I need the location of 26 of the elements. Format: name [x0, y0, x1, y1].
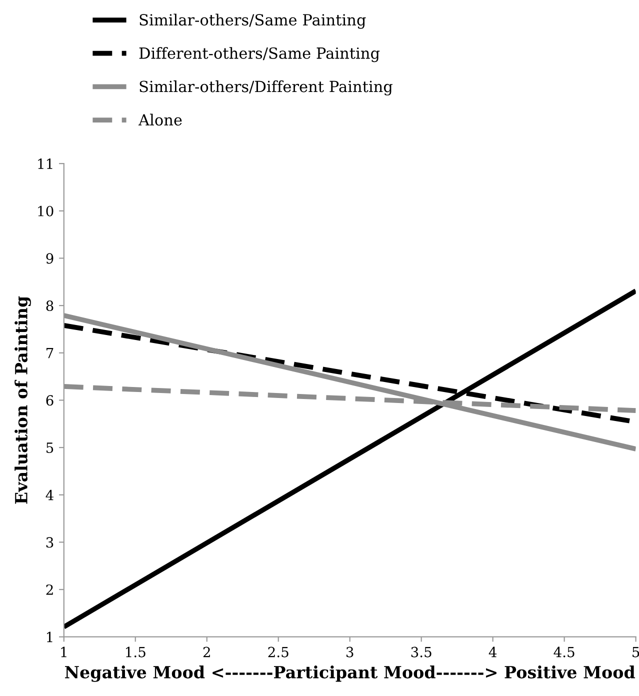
x-tick-label: 1.5: [126, 646, 146, 658]
x-tick-label: 5: [632, 646, 639, 658]
legend-label: Similar-others/Same Painting: [140, 14, 366, 29]
x-tick-label: 4.5: [554, 646, 574, 658]
y-tick-label: 8: [46, 300, 54, 312]
y-tick-label: 1: [47, 632, 52, 642]
legend-label: Different-others/Same Painting: [139, 47, 380, 62]
x-tick-label: 1: [61, 646, 66, 658]
y-tick-label: 7: [46, 348, 54, 358]
y-tick-label: 11: [38, 158, 52, 169]
legend-label: Alone: [138, 114, 182, 126]
y-tick-label: 4: [46, 490, 54, 500]
y-tick-label: 6: [46, 395, 54, 406]
legend-label: Similar-others/Different Painting: [140, 80, 392, 96]
x-tick-label: 2.5: [268, 646, 288, 658]
x-tick-label: 4: [488, 646, 497, 658]
y-tick-label: 5: [46, 442, 54, 453]
x-tick-label: 3: [346, 646, 354, 658]
x-tick-label: 2: [203, 646, 210, 658]
y-tick-label: 3: [46, 537, 54, 548]
y-tick-label: 2: [46, 584, 53, 595]
y-axis-title: Evaluation of Painting: [14, 296, 31, 504]
x-tick-label: 3.5: [411, 646, 432, 658]
x-axis-title: Negative Mood <-------Participant Mood-------> Positive Mood: [65, 666, 636, 682]
y-tick-label: 9: [46, 253, 54, 264]
y-tick-label: 10: [38, 206, 54, 216]
